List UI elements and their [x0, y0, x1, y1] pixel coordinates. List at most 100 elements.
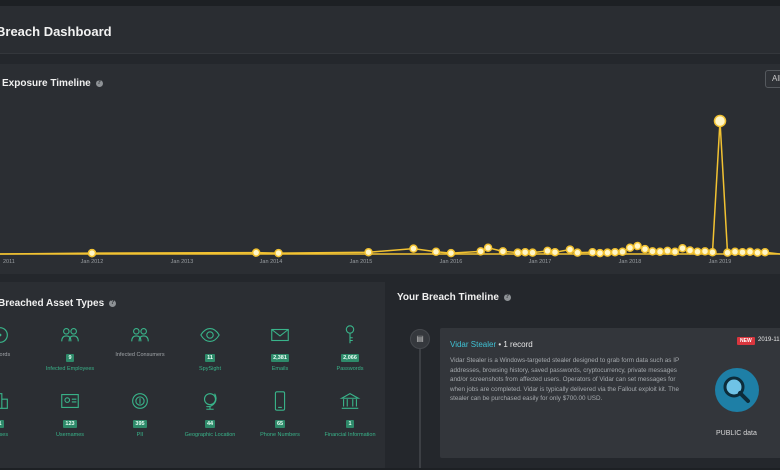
calendar-icon: ▤ — [410, 329, 430, 349]
id-card-icon — [61, 394, 79, 408]
x-tick-label: Jan 2019 — [709, 259, 732, 265]
title-separator: • — [496, 340, 504, 349]
bank-icon — [339, 393, 361, 409]
asset-label: Passwords — [336, 366, 364, 372]
exposure-data-point[interactable] — [87, 248, 97, 258]
breach-description: Vidar Stealer is a Windows-targeted stea… — [450, 357, 680, 403]
asset-type-resses[interactable]: 1 resses — [0, 390, 32, 438]
asset-type-financial-information[interactable]: 1 Financial Information — [318, 390, 382, 438]
exposure-data-point[interactable] — [625, 243, 635, 253]
asset-label: Infected Employees — [45, 366, 95, 372]
range-select-label: All — [772, 74, 780, 83]
exposure-data-point[interactable] — [573, 248, 582, 257]
exposure-data-point[interactable] — [655, 247, 665, 257]
exposure-data-point[interactable] — [618, 247, 627, 257]
exposure-data-point[interactable] — [528, 248, 537, 257]
x-tick-label: Jan 2013 — [171, 259, 194, 265]
dashboard-frame: Breach Dashboard Exposure Timeline ? All… — [0, 6, 780, 468]
asset-type-records[interactable]: Records — [0, 324, 32, 358]
asset-count: 11 — [205, 354, 215, 362]
source-label: PUBLIC data — [716, 430, 757, 437]
help-icon[interactable]: ? — [95, 79, 103, 87]
asset-type-usernames[interactable]: 123 Usernames — [38, 390, 102, 438]
exposure-data-point[interactable] — [543, 246, 552, 256]
top-bar: Breach Dashboard — [0, 6, 780, 54]
fingerprint-icon — [132, 393, 148, 409]
asset-label: Infected Consumers — [115, 352, 165, 358]
exposure-data-point[interactable] — [498, 247, 508, 256]
asset-label: Phone Numbers — [260, 432, 300, 438]
assets-panel: Breached Asset Types ? Records 9 Infected … — [0, 282, 385, 468]
exposure-data-point[interactable] — [753, 248, 762, 257]
exposure-data-point[interactable] — [603, 248, 612, 257]
breach-records: 1 record — [503, 340, 533, 349]
exposure-data-point[interactable] — [700, 247, 710, 256]
asset-type-emails[interactable]: 2,381 Emails — [248, 324, 312, 372]
exposure-data-point[interactable] — [251, 248, 261, 257]
exposure-data-point[interactable] — [745, 247, 755, 257]
exposure-data-point[interactable] — [663, 246, 672, 256]
breach-name-link[interactable]: Vidar Stealer — [450, 340, 497, 349]
help-icon[interactable]: ? — [503, 293, 511, 301]
exposure-data-point[interactable] — [685, 246, 695, 255]
x-tick-label: Jan 2012 — [81, 259, 104, 265]
asset-type-pii[interactable]: 395 PII — [108, 390, 172, 438]
exposure-data-point[interactable] — [760, 247, 770, 257]
exposure-data-point[interactable] — [640, 244, 650, 254]
exposure-data-point[interactable] — [364, 247, 373, 257]
asset-type-phone-numbers[interactable]: 65 Phone Numbers — [248, 390, 312, 438]
assets-title-text: Breached Asset Types — [0, 298, 105, 309]
page-title: Breach Dashboard — [0, 24, 112, 39]
asset-label: SpySight — [198, 366, 221, 372]
breach-card[interactable]: Vidar Stealer • 1 record NEW 2019-11 Vid… — [440, 328, 780, 458]
exposure-data-point[interactable] — [409, 244, 418, 253]
asset-label: Usernames — [55, 432, 85, 438]
exposure-data-point[interactable] — [678, 243, 687, 253]
asset-label: resses — [0, 432, 9, 438]
exposure-data-point[interactable] — [670, 247, 680, 257]
exposure-data-point[interactable] — [633, 241, 642, 251]
exposure-data-point[interactable] — [693, 247, 702, 257]
exposure-data-point[interactable] — [588, 247, 597, 257]
eye-icon — [200, 328, 220, 342]
asset-type-passwords[interactable]: 2,066 Passwords — [318, 324, 382, 372]
timeline-rail — [419, 336, 421, 468]
asset-count: 1 — [0, 420, 4, 428]
exposure-data-point[interactable] — [730, 247, 740, 257]
exposure-data-point[interactable] — [738, 247, 747, 257]
breach-date: 2019-11 — [758, 337, 780, 343]
exposure-data-point[interactable] — [708, 247, 717, 257]
asset-type-spysight[interactable]: 11 SpySight — [178, 324, 242, 372]
exposure-data-point[interactable] — [483, 243, 493, 253]
help-icon[interactable]: ? — [108, 299, 116, 307]
exposure-data-point[interactable] — [446, 248, 456, 258]
exposure-title-text: Exposure Timeline — [2, 78, 91, 89]
asset-label: Records — [0, 352, 11, 358]
exposure-data-point[interactable] — [476, 247, 485, 256]
asset-count: 44 — [204, 420, 216, 428]
asset-type-geographic-location[interactable]: 44 Geographic Location — [178, 390, 242, 438]
asset-type-infected-consumers[interactable]: Infected Consumers — [108, 324, 172, 358]
breach-timeline-title-text: Your Breach Timeline — [397, 292, 499, 303]
exposure-data-point[interactable] — [565, 245, 575, 254]
asset-type-infected-employees[interactable]: 9 Infected Employees — [38, 324, 102, 372]
x-tick-label: Jan 2018 — [619, 259, 642, 265]
breach-card-title: Vidar Stealer • 1 record — [450, 340, 533, 349]
phone-icon — [274, 391, 286, 411]
exposure-data-point[interactable] — [550, 247, 560, 257]
x-tick-label: Jan 2014 — [260, 259, 283, 265]
exposure-data-point[interactable] — [513, 248, 522, 257]
exposure-data-point[interactable] — [713, 114, 727, 128]
asset-label: Emails — [271, 366, 289, 372]
asset-count: 2,066 — [341, 354, 359, 362]
exposure-data-point[interactable] — [431, 247, 441, 257]
x-tick-label: 2011 — [3, 259, 15, 265]
exposure-data-point[interactable] — [648, 247, 657, 256]
exposure-data-point[interactable] — [610, 247, 620, 257]
range-select[interactable]: All — [765, 70, 780, 88]
email-icon — [271, 328, 289, 342]
exposure-data-point[interactable] — [274, 248, 283, 258]
exposure-data-point[interactable] — [723, 248, 732, 257]
exposure-data-point[interactable] — [520, 247, 530, 257]
exposure-data-point[interactable] — [595, 248, 605, 258]
